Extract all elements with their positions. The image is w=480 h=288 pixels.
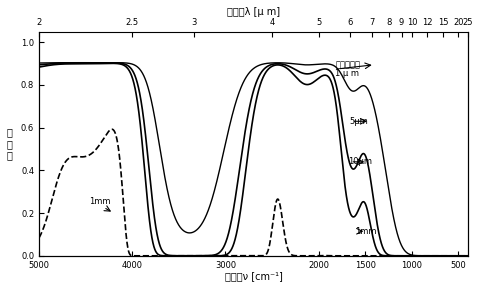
Text: 1mm: 1mm xyxy=(355,227,376,236)
Y-axis label: 透
過
率: 透 過 率 xyxy=(7,127,13,160)
Text: 5μm: 5μm xyxy=(349,117,368,126)
Text: 1mm: 1mm xyxy=(89,197,110,206)
Text: 10μm: 10μm xyxy=(348,157,372,166)
X-axis label: 波長：λ [μ m]: 波長：λ [μ m] xyxy=(227,7,280,17)
X-axis label: 波数：ν [cm⁻¹]: 波数：ν [cm⁻¹] xyxy=(225,271,282,281)
Text: 1 μ m: 1 μ m xyxy=(336,69,360,78)
Text: 水層の厚さ: 水層の厚さ xyxy=(336,60,360,69)
